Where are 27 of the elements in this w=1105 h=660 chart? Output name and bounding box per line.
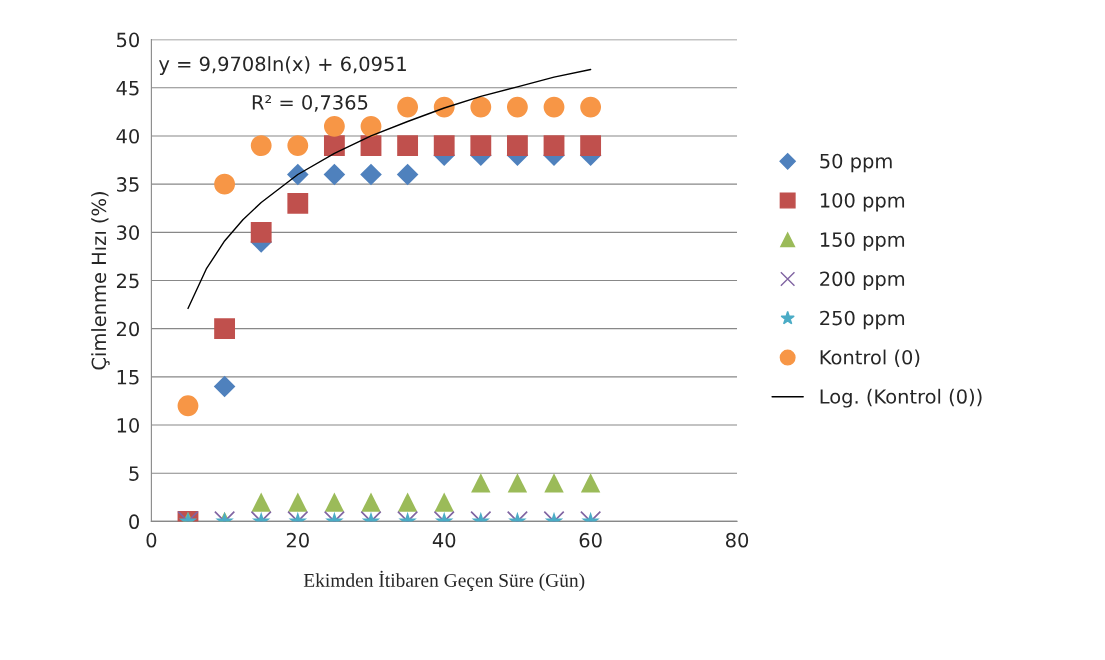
x-tick-label: 20 (286, 532, 309, 548)
legend-label: 100 ppm (820, 192, 905, 212)
y-axis-title: Çimlenme Hızı (%) (91, 192, 110, 370)
legend-label: 250 ppm (820, 310, 905, 330)
y-tick-label: 15 (117, 370, 139, 385)
legend-label: 200 ppm (820, 271, 905, 290)
y-tick-label: 35 (117, 177, 139, 192)
annotation: y = 9,9708ln(x) + 6,0951 (158, 56, 406, 75)
annotation: R² = 0,7365 (252, 95, 368, 112)
x-tick-label: 80 (725, 532, 749, 548)
y-tick-label: 30 (117, 225, 139, 240)
y-tick-label: 0 (129, 514, 139, 530)
y-tick-label: 20 (116, 321, 139, 337)
y-tick-label: 10 (117, 418, 139, 433)
x-tick-label: 40 (432, 532, 456, 548)
y-tick-label: 40 (116, 128, 139, 144)
legend-label: Kontrol (0) (820, 349, 920, 367)
y-tick-label: 50 (117, 32, 139, 48)
x-tick-label: 60 (579, 532, 602, 548)
x-tick-label: 0 (146, 532, 157, 548)
y-tick-label: 25 (116, 273, 139, 289)
y-tick-label: 45 (116, 80, 139, 96)
y-tick-label: 5 (129, 466, 139, 481)
legend-label: 150 ppm (820, 232, 905, 251)
legend-label: Log. (Kontrol (0)) (820, 388, 982, 408)
legend-label: 50 ppm (820, 153, 892, 173)
x-axis-title: Ekimden İtibaren Geçen Süre (Gün) (303, 570, 585, 591)
